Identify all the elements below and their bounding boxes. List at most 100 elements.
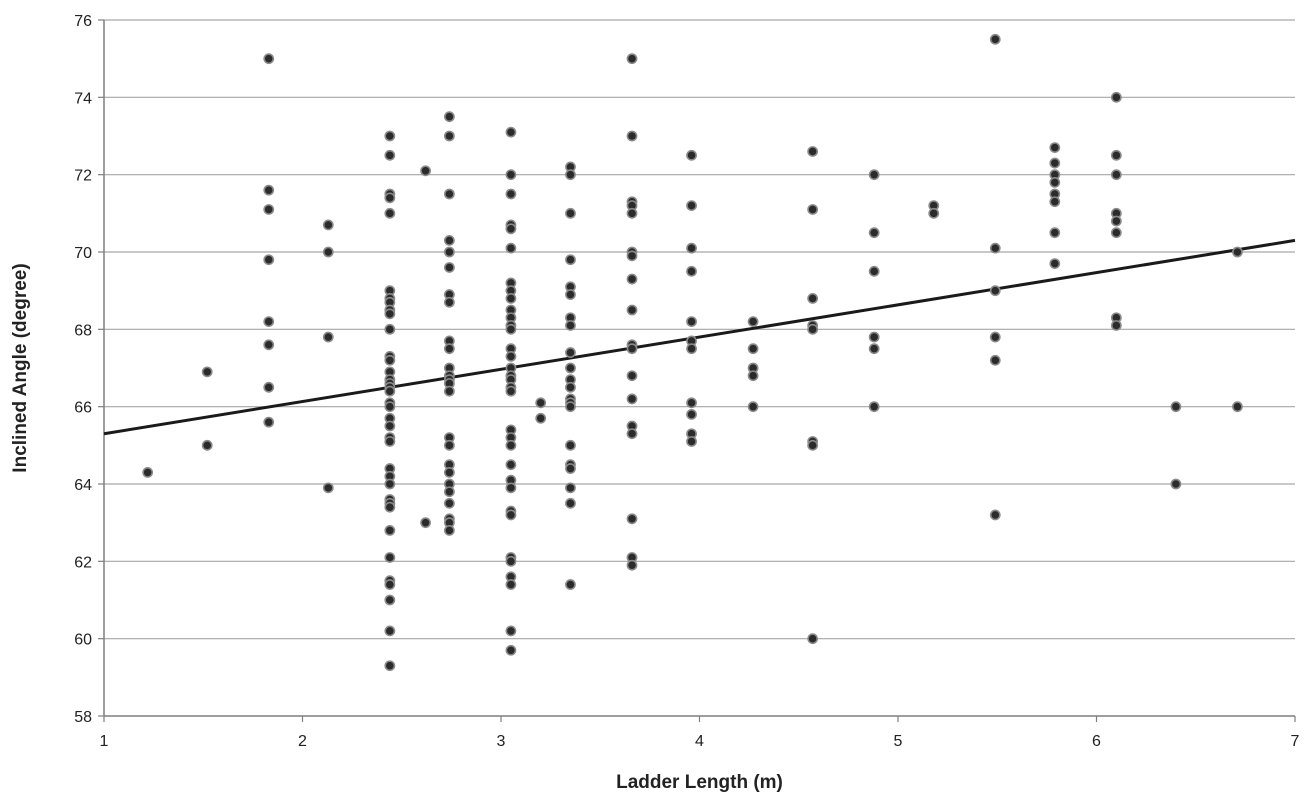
data-point [1233,247,1242,256]
data-point [385,580,394,589]
data-point [445,131,454,140]
data-point [808,147,817,156]
data-point [385,661,394,670]
data-point [324,332,333,341]
data-point [991,332,1000,341]
data-point [566,580,575,589]
data-point [445,441,454,450]
data-point [687,244,696,253]
data-point [566,464,575,473]
data-point [808,294,817,303]
data-point [506,325,515,334]
data-point [870,228,879,237]
data-point [991,35,1000,44]
data-point [506,580,515,589]
data-point [687,344,696,353]
y-tick-label: 68 [74,322,92,339]
data-point [566,441,575,450]
data-point [566,255,575,264]
data-point [1171,479,1180,488]
data-point [324,483,333,492]
data-point [870,267,879,276]
trend-line [104,240,1295,433]
x-tick-label: 4 [695,733,704,750]
data-point [566,209,575,218]
y-tick-label: 72 [74,168,92,185]
data-point [506,510,515,519]
data-point [748,371,757,380]
data-point [536,398,545,407]
data-point [1112,228,1121,237]
data-point [506,460,515,469]
data-point [421,166,430,175]
data-point [1112,216,1121,225]
data-point [264,255,273,264]
data-point [870,332,879,341]
data-point [445,499,454,508]
data-point [506,557,515,566]
data-point [385,193,394,202]
data-point [808,634,817,643]
data-point [1112,170,1121,179]
data-point [1112,93,1121,102]
data-point [627,371,636,380]
y-tick-label: 76 [74,13,92,30]
data-point [566,483,575,492]
data-point [687,151,696,160]
data-point [870,170,879,179]
data-point [385,309,394,318]
data-point [385,526,394,535]
data-point [991,244,1000,253]
data-point [264,186,273,195]
data-point [445,344,454,353]
data-point [445,189,454,198]
data-point [385,387,394,396]
data-point [991,356,1000,365]
data-point [627,344,636,353]
x-tick-label: 1 [100,733,109,750]
data-point [687,398,696,407]
data-point [445,236,454,245]
data-point [627,131,636,140]
x-tick-label: 3 [497,733,506,750]
data-point [566,170,575,179]
data-point [991,286,1000,295]
data-point [445,112,454,121]
data-point [1050,259,1059,268]
x-tick-label: 2 [298,733,307,750]
trendline-group [104,240,1295,433]
data-point [687,410,696,419]
data-point [506,189,515,198]
data-point [566,402,575,411]
data-point [506,244,515,253]
data-point [506,170,515,179]
data-point [385,437,394,446]
y-tick-label: 60 [74,632,92,649]
data-point [748,344,757,353]
data-point [627,251,636,260]
data-point [385,503,394,512]
data-point [687,201,696,210]
data-point [870,344,879,353]
data-point [385,595,394,604]
data-point [627,274,636,283]
data-point [1112,151,1121,160]
data-point [536,414,545,423]
data-point [445,263,454,272]
data-point [324,220,333,229]
data-point [1171,402,1180,411]
data-point [445,298,454,307]
data-point [991,510,1000,519]
data-point [445,468,454,477]
data-point [506,294,515,303]
data-point [506,626,515,635]
data-point [385,553,394,562]
data-point [1112,321,1121,330]
data-point [808,441,817,450]
data-point [566,348,575,357]
data-point [385,325,394,334]
data-point [506,224,515,233]
data-point [385,626,394,635]
data-point [506,387,515,396]
